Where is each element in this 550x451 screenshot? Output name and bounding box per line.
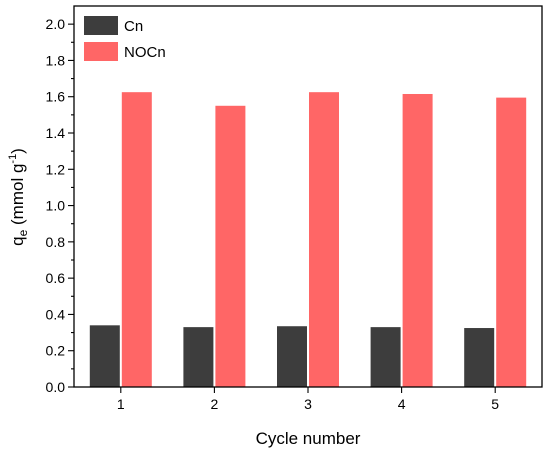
y-tick-label: 1.8 [46,52,66,68]
bar-nocn-cycle-5 [496,97,527,387]
y-tick-label: 1.6 [46,89,66,105]
y-axis-title-close: ) [8,148,27,154]
x-tick-label: 5 [491,396,499,412]
bar-cn-cycle-5 [464,328,495,387]
bar-nocn-cycle-4 [402,93,433,387]
y-tick-label: 0.8 [46,234,66,250]
legend-swatch-nocn [84,42,118,61]
bar-nocn-cycle-2 [215,105,246,388]
y-tick-label: 0.2 [46,343,66,359]
y-axis-title-unit: (mmol g [8,164,27,230]
plot-frame [73,5,543,388]
x-tick-label: 3 [304,396,312,412]
x-axis-title: Cycle number [256,429,361,448]
y-tick-label: 1.0 [46,198,66,214]
x-axis-ticks: 1 2 3 4 5 [117,387,499,412]
y-axis-title: qe (mmol g-1) [7,148,30,246]
legend: Cn NOCn [84,16,166,61]
legend-label-cn: Cn [124,18,143,35]
legend-swatch-cn [84,16,118,35]
y-tick-label: 1.2 [46,161,66,177]
bar-cn-cycle-2 [183,327,214,387]
y-axis-title-superscript: -1 [7,154,19,164]
y-tick-label: 1.4 [46,125,66,141]
bar-cn-cycle-3 [277,326,307,387]
bars-layer [89,92,527,388]
y-tick-label: 0.0 [46,379,66,395]
bar-nocn-cycle-1 [121,92,152,387]
bar-cn-cycle-1 [89,325,120,387]
bar-cn-cycle-4 [370,327,401,387]
y-axis-ticks: 0.0 0.2 0.4 0.6 0.8 1.0 1.2 1.4 1.6 1.8 2.0 [46,16,74,395]
y-tick-label: 0.6 [46,270,66,286]
legend-label-nocn: NOCn [124,44,166,61]
y-tick-label: 2.0 [46,16,66,32]
x-tick-label: 2 [211,396,219,412]
y-tick-label: 0.4 [46,306,66,322]
y-axis-title-base: q [8,236,27,245]
y-axis-title-subscript: e [16,229,30,236]
bar-nocn-cycle-3 [309,92,339,387]
x-tick-label: 1 [117,396,125,412]
x-tick-label: 4 [398,396,406,412]
